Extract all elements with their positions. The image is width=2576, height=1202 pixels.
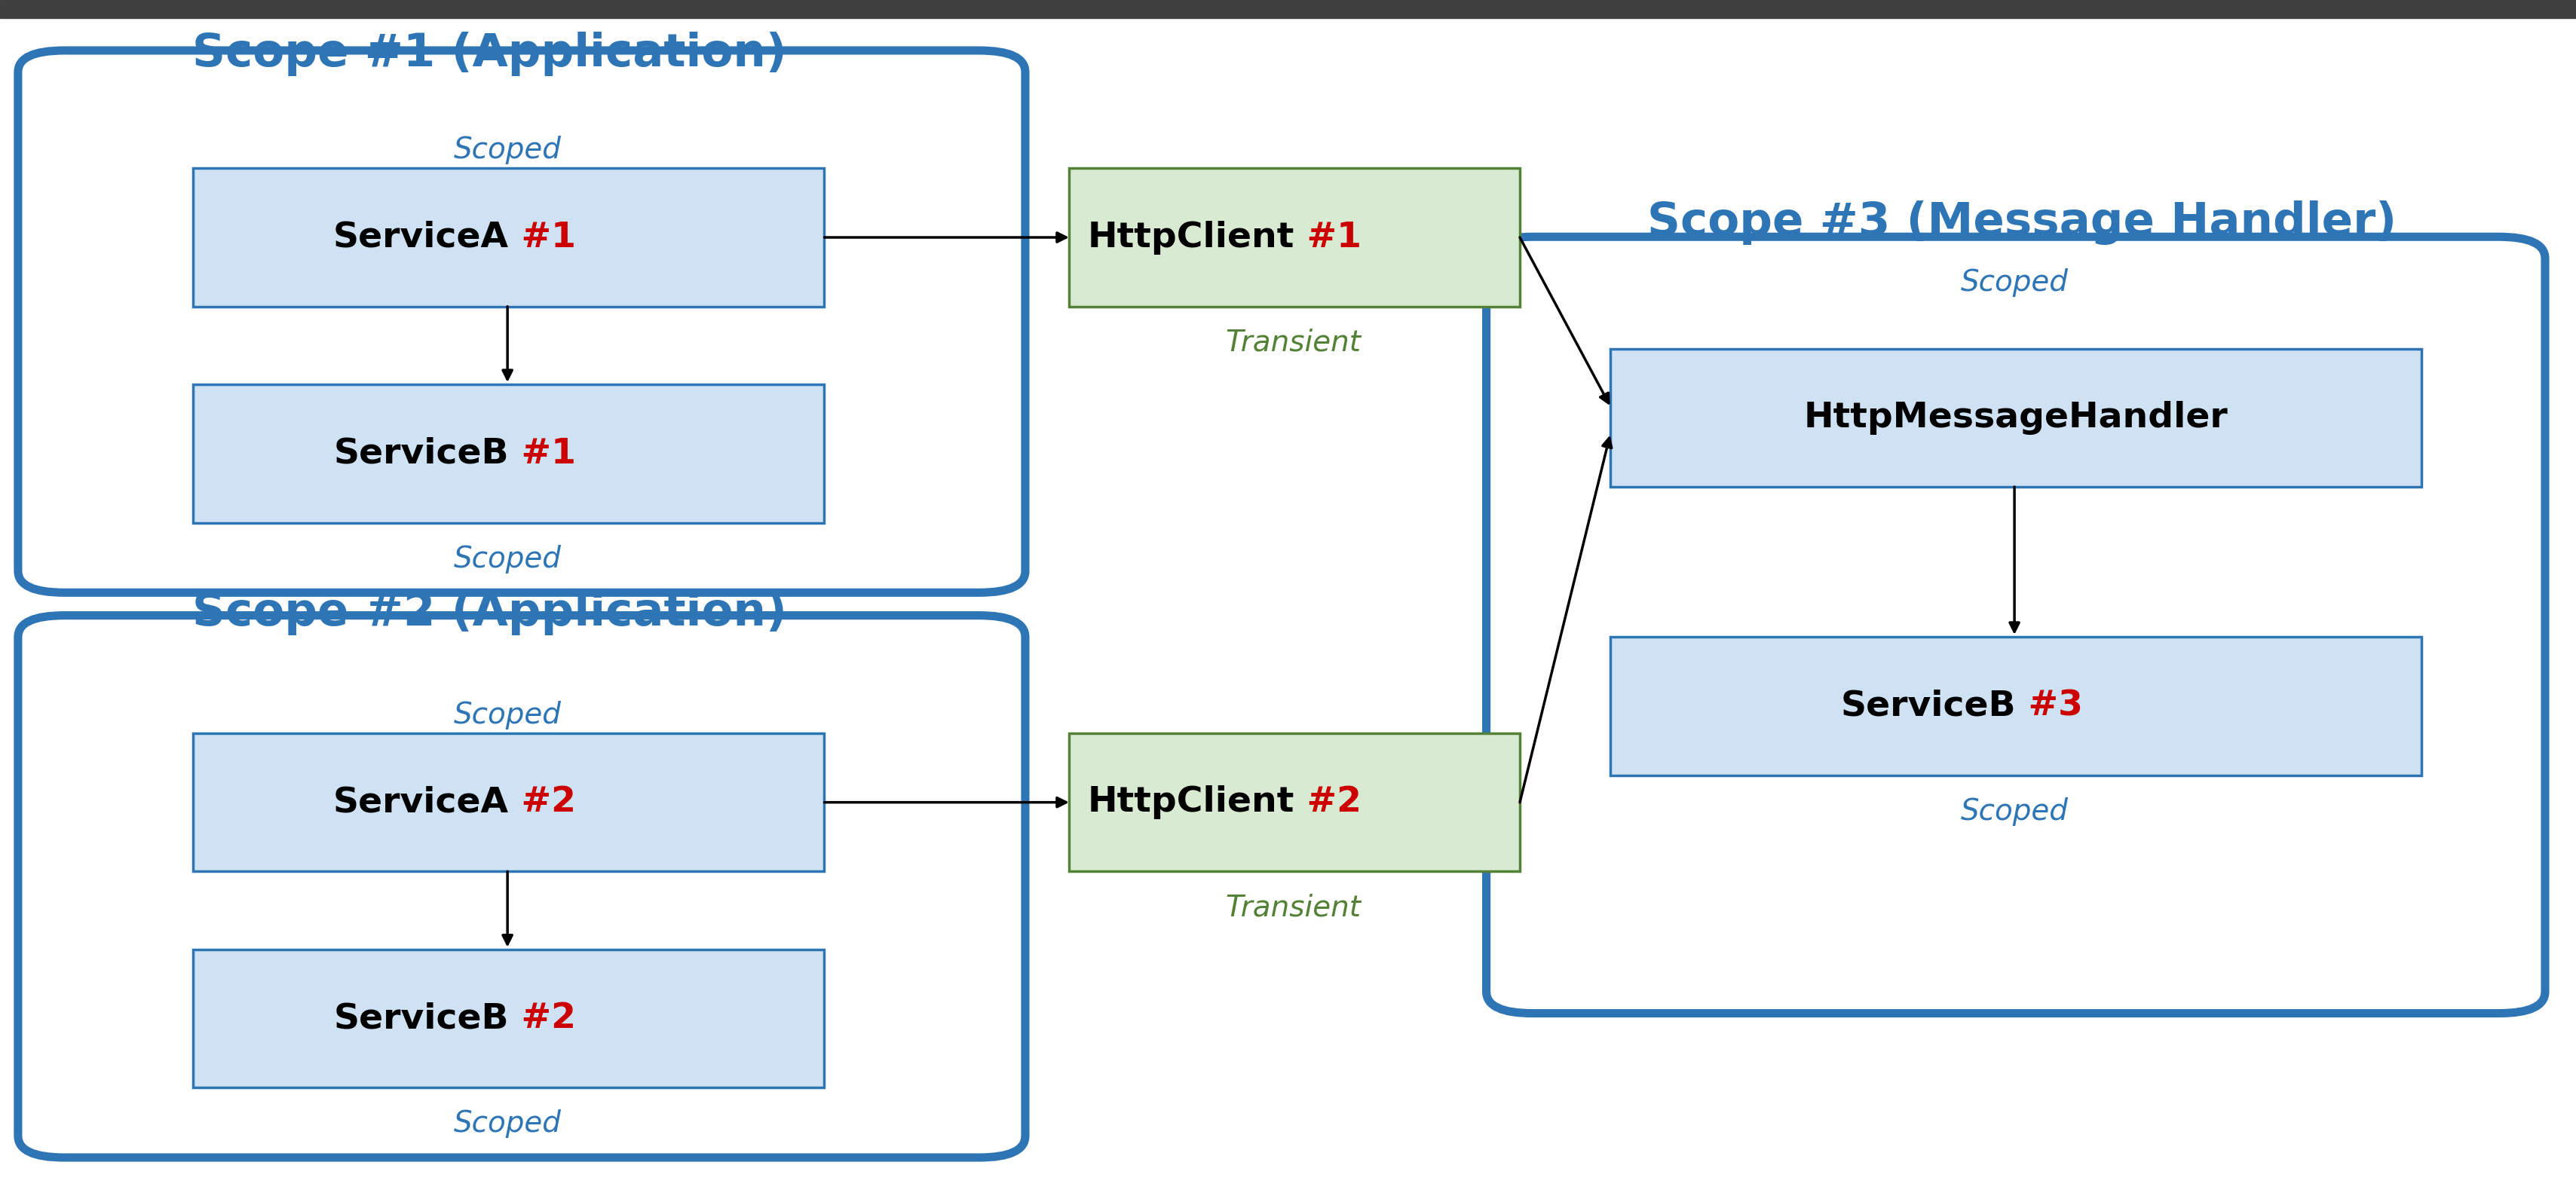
FancyBboxPatch shape [1069,733,1520,871]
FancyBboxPatch shape [1610,349,2421,487]
Text: Scope #3 (Message Handler): Scope #3 (Message Handler) [1649,201,2396,244]
Text: Scoped: Scoped [1960,797,2069,826]
Text: HttpClient: HttpClient [1087,220,1293,255]
Text: HttpClient: HttpClient [1087,785,1293,820]
Text: ServiceA: ServiceA [332,220,510,255]
FancyBboxPatch shape [193,733,824,871]
FancyBboxPatch shape [1069,168,1520,307]
Text: Scoped: Scoped [453,136,562,165]
Text: ServiceA: ServiceA [332,785,510,820]
Text: #3: #3 [2014,689,2084,724]
Text: Transient: Transient [1226,328,1360,357]
Text: Scoped: Scoped [453,1109,562,1138]
Text: Scoped: Scoped [1960,268,2069,297]
Text: Transient: Transient [1226,893,1360,922]
Text: #1: #1 [1293,220,1363,255]
Text: ServiceB: ServiceB [332,1001,510,1036]
Text: Scope #2 (Application): Scope #2 (Application) [193,591,786,635]
Text: Scoped: Scoped [453,545,562,573]
Bar [0,0,2576,18]
FancyBboxPatch shape [18,50,1025,593]
Text: #2: #2 [510,785,577,820]
Text: #1: #1 [510,436,577,471]
Text: #1: #1 [510,220,577,255]
FancyBboxPatch shape [1486,237,2545,1013]
FancyBboxPatch shape [18,615,1025,1158]
FancyBboxPatch shape [193,385,824,523]
Text: #2: #2 [1293,785,1363,820]
Text: ServiceB: ServiceB [332,436,510,471]
Text: ServiceB: ServiceB [1839,689,2014,724]
Text: Scoped: Scoped [453,701,562,730]
FancyBboxPatch shape [1610,637,2421,775]
Text: Scope #1 (Application): Scope #1 (Application) [193,32,786,76]
Text: #2: #2 [510,1001,577,1036]
FancyBboxPatch shape [193,168,824,307]
FancyBboxPatch shape [193,950,824,1088]
Text: HttpMessageHandler: HttpMessageHandler [1803,400,2228,435]
